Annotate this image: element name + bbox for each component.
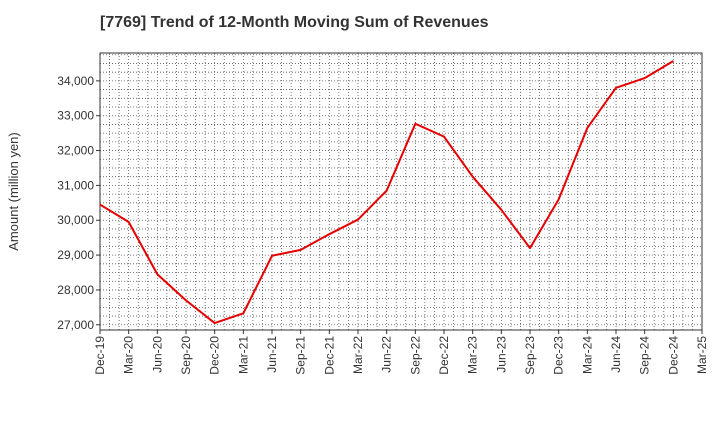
plot-border [99, 52, 703, 331]
x-tick-label: Sep-21 [294, 336, 308, 375]
x-tick-label: Sep-20 [179, 336, 193, 375]
x-tick-label: Sep-23 [523, 336, 537, 375]
y-tick-label: 34,000 [57, 74, 94, 88]
x-tick-label: Jun-23 [494, 336, 508, 373]
x-tick-label: Mar-23 [466, 336, 480, 374]
series-line [99, 60, 674, 325]
y-axis-label: Amount (million yen) [6, 132, 21, 251]
x-tick-label: Jun-24 [609, 336, 623, 373]
x-tick-label: Dec-22 [437, 336, 451, 375]
x-tick-label: Mar-20 [122, 336, 136, 374]
x-tick-label: Jun-20 [150, 336, 164, 373]
x-tick-label: Sep-22 [408, 336, 422, 375]
chart-title: [7769] Trend of 12-Month Moving Sum of R… [100, 14, 489, 31]
x-tick-label: Jun-22 [380, 336, 394, 373]
y-tick-label: 32,000 [57, 144, 94, 158]
x-tick-label: Dec-23 [552, 336, 566, 375]
x-tick-label: Jun-21 [265, 336, 279, 373]
y-tick-label: 33,000 [57, 109, 94, 123]
x-tick-label: Dec-21 [322, 336, 336, 375]
x-tick-label: Mar-25 [695, 336, 709, 374]
x-tick-label: Sep-24 [638, 336, 652, 375]
plot-area [100, 53, 702, 330]
x-tick-label: Mar-24 [580, 336, 594, 374]
x-tick-label: Mar-21 [236, 336, 250, 374]
x-tick-label: Mar-22 [351, 336, 365, 374]
y-tick-label: 31,000 [57, 178, 94, 192]
x-tick-label: Dec-19 [93, 336, 107, 375]
y-tick-label: 28,000 [57, 283, 94, 297]
x-tick-label: Dec-24 [666, 336, 680, 375]
x-tick-label: Dec-20 [208, 336, 222, 375]
y-tick-label: 27,000 [57, 318, 94, 332]
y-tick-label: 29,000 [57, 248, 94, 262]
y-tick-label: 30,000 [57, 213, 94, 227]
